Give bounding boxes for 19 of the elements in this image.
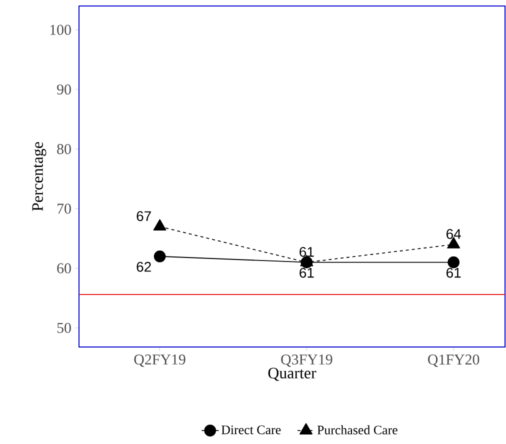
x-tick-label: Q2FY19 xyxy=(134,354,186,367)
legend-label: Purchased Care xyxy=(317,425,398,434)
x-tick-label: Q3FY19 xyxy=(281,354,332,367)
data-label: 64 xyxy=(446,229,461,239)
y-tick-label: 80 xyxy=(57,144,71,154)
x-tick-label: Q1FY20 xyxy=(428,354,480,367)
y-tick-label: 100 xyxy=(50,24,71,35)
data-label: 61 xyxy=(300,246,314,257)
x-axis-title: Quarter xyxy=(268,368,316,381)
data-label: 62 xyxy=(136,262,151,272)
legend-label: Direct Care xyxy=(221,426,281,434)
y-tick-label: 70 xyxy=(58,204,71,214)
y-tick-label: 50 xyxy=(57,322,71,333)
data-label: 67 xyxy=(136,211,151,222)
data-label: 61 xyxy=(446,268,461,278)
y-tick-label: 90 xyxy=(57,84,71,94)
y-axis-title: Percentage xyxy=(32,142,46,212)
y-tick-label: 60 xyxy=(57,263,71,274)
data-label: 61 xyxy=(300,268,314,278)
